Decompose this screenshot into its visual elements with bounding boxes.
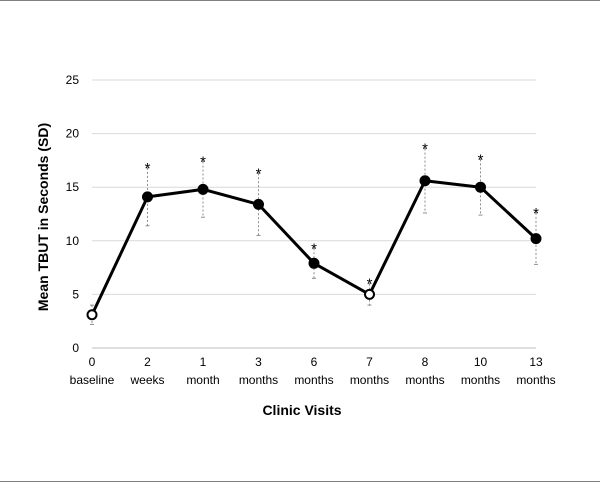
data-points <box>86 175 542 321</box>
data-point <box>253 198 264 210</box>
x-tick-label-top: 6 <box>311 355 318 369</box>
data-point-hollow <box>86 309 98 321</box>
y-tick-label: 15 <box>66 180 80 194</box>
x-tick-label-bottom: baseline <box>70 373 115 387</box>
significance-star: * <box>200 153 206 170</box>
data-point <box>419 175 431 187</box>
x-tick-label-bottom: months <box>239 373 278 387</box>
error-bars <box>90 148 538 325</box>
significance-star: * <box>478 151 484 168</box>
x-tick-label-bottom: month <box>186 373 219 387</box>
y-tick-label: 0 <box>72 341 79 355</box>
significance-star: * <box>256 165 262 182</box>
x-tick-label-top: 1 <box>200 355 207 369</box>
significance-star: * <box>311 240 317 257</box>
frame-bottom-border <box>0 481 600 482</box>
data-point <box>475 181 486 193</box>
x-tick-label-bottom: months <box>350 373 389 387</box>
y-tick-label: 25 <box>66 73 80 87</box>
x-tick-label-bottom: months <box>516 373 555 387</box>
x-tick-label-top: 8 <box>422 355 429 369</box>
significance-star: * <box>145 160 151 177</box>
x-tick-label-bottom: weeks <box>129 373 164 387</box>
y-axis-label: Mean TBUT in Seconds (SD) <box>35 123 51 311</box>
x-tick-label-bottom: months <box>294 373 333 387</box>
y-tick-label: 10 <box>66 234 80 248</box>
y-tick-label: 20 <box>66 127 80 141</box>
data-point <box>530 233 542 245</box>
x-axis-ticks: 0 baseline 2 weeks 1 month 3 months 6 months 7 mont… <box>70 355 556 387</box>
x-tick-label-top: 7 <box>366 355 373 369</box>
x-tick-label-bottom: months <box>461 373 500 387</box>
x-tick-label-top: 2 <box>144 355 151 369</box>
x-tick-label-bottom: months <box>405 373 444 387</box>
significance-star: * <box>533 205 539 222</box>
significance-markers: * * * * * * * * <box>145 141 540 293</box>
data-point <box>197 183 209 195</box>
data-point <box>308 257 320 269</box>
x-tick-label-top: 0 <box>89 355 96 369</box>
x-tick-label-top: 10 <box>474 355 488 369</box>
x-axis-label: Clinic Visits <box>262 402 341 418</box>
data-point-hollow <box>364 288 375 300</box>
significance-star: * <box>422 141 428 158</box>
x-tick-label-top: 3 <box>255 355 262 369</box>
data-point <box>142 191 153 203</box>
significance-star: * <box>367 276 373 293</box>
y-tick-label: 5 <box>72 287 79 301</box>
frame-top-border <box>0 0 600 1</box>
gridlines <box>92 79 536 349</box>
y-axis-ticks: 0 5 10 15 20 25 <box>66 73 80 355</box>
x-tick-label-top: 13 <box>529 355 543 369</box>
